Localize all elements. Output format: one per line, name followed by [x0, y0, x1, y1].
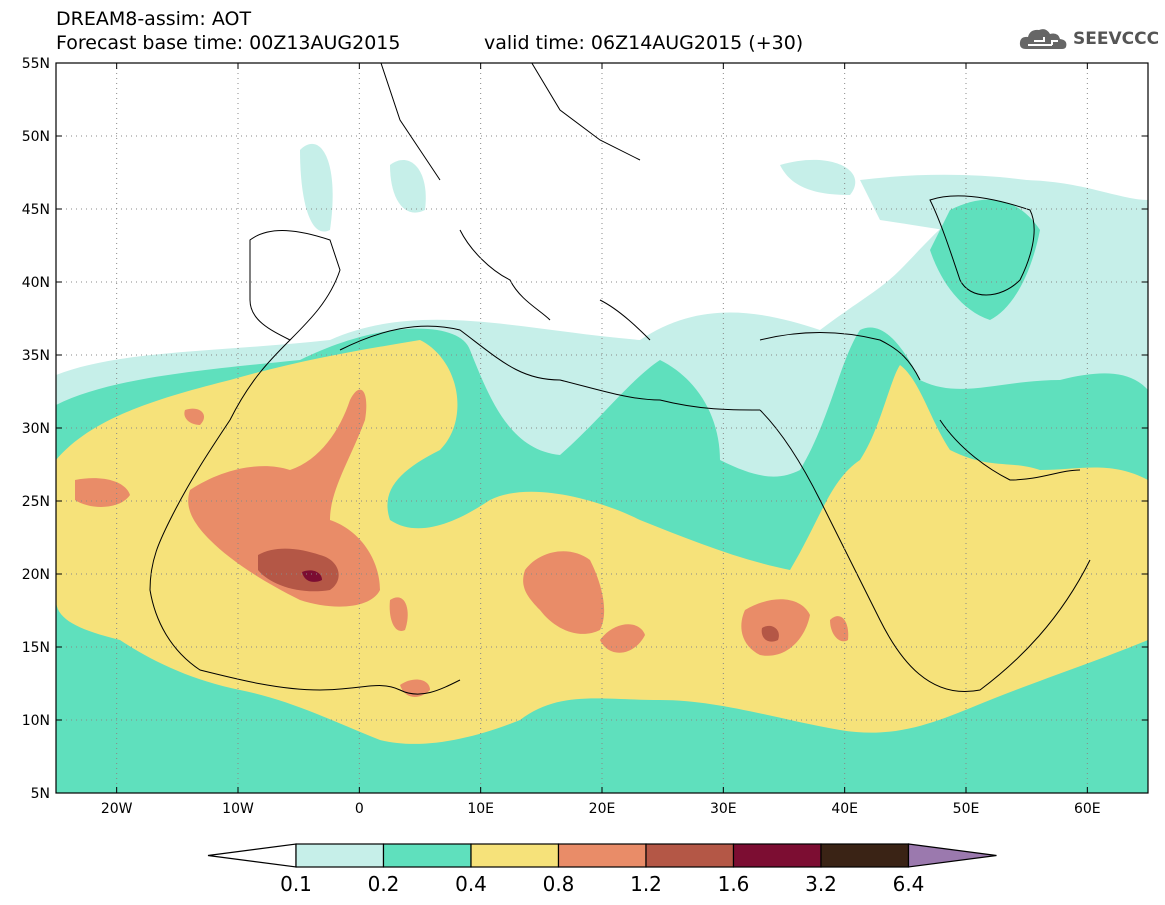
aot-level-1.6: [302, 570, 322, 582]
map-subtitle: Forecast base time: 00Z13AUG2015 valid ti…: [56, 32, 803, 54]
colorbar-segment: [645, 843, 735, 868]
lat-label: 15N: [22, 640, 50, 656]
lat-label: 55N: [22, 56, 50, 72]
lat-label: 5N: [31, 786, 50, 802]
lon-label: 20W: [101, 801, 133, 817]
lat-label: 50N: [22, 129, 50, 145]
colorbar-label: 3.2: [805, 872, 837, 896]
lat-label: 35N: [22, 348, 50, 364]
lon-label: 60E: [1074, 801, 1101, 817]
lat-label: 40N: [22, 275, 50, 291]
axis-ticks: [56, 62, 1148, 794]
base-time: Forecast base time: 00Z13AUG2015: [56, 32, 401, 54]
colorbar-label: 1.6: [718, 872, 750, 896]
lon-label: 10W: [222, 801, 254, 817]
lat-label: 45N: [22, 202, 50, 218]
colorbar-segment: [470, 843, 560, 868]
coastlines: [149, 63, 1091, 695]
colorbar-label: 0.8: [543, 872, 575, 896]
colorbar-label: 6.4: [893, 872, 925, 896]
lat-label: 20N: [22, 567, 50, 583]
colorbar-label: 0.2: [368, 872, 400, 896]
lat-label: 30N: [22, 421, 50, 437]
lon-label: 50E: [953, 801, 980, 817]
lon-label: 0: [355, 801, 364, 817]
valid-time: valid time: 06Z14AUG2015 (+30): [484, 32, 804, 54]
map-title: DREAM8-assim: AOT: [56, 8, 252, 30]
aot-level-0.8: [75, 389, 849, 697]
colorbar-label: 0.1: [280, 872, 312, 896]
logo-text: SEEVCCC: [1073, 29, 1160, 49]
colorbar-segment: [820, 843, 910, 868]
longitude-labels: 20W 10W 0 10E 20E 30E 40E 50E 60E: [101, 801, 1101, 817]
gridlines: [56, 63, 1148, 793]
colorbar-segment: [557, 843, 647, 868]
logo: SEEVCCC: [1018, 24, 1159, 54]
lon-label: 10E: [467, 801, 494, 817]
colorbar-label: 0.4: [455, 872, 487, 896]
lon-label: 20E: [589, 801, 616, 817]
latitude-labels: 55N 50N 45N 40N 35N 30N 25N 20N 15N 10N 5N: [22, 56, 50, 802]
colorbar-label: 1.2: [630, 872, 662, 896]
lat-label: 10N: [22, 713, 50, 729]
cloud-logo-icon: [1019, 29, 1067, 49]
colorbar-segment: [295, 843, 385, 868]
lon-label: 30E: [710, 801, 737, 817]
colorbar-segment: [382, 843, 472, 868]
lat-label: 25N: [22, 494, 50, 510]
colorbar-arrow-low: [207, 843, 297, 868]
colorbar-segment: [732, 843, 822, 868]
lon-label: 40E: [831, 801, 858, 817]
colorbar-arrow-high: [907, 843, 997, 868]
